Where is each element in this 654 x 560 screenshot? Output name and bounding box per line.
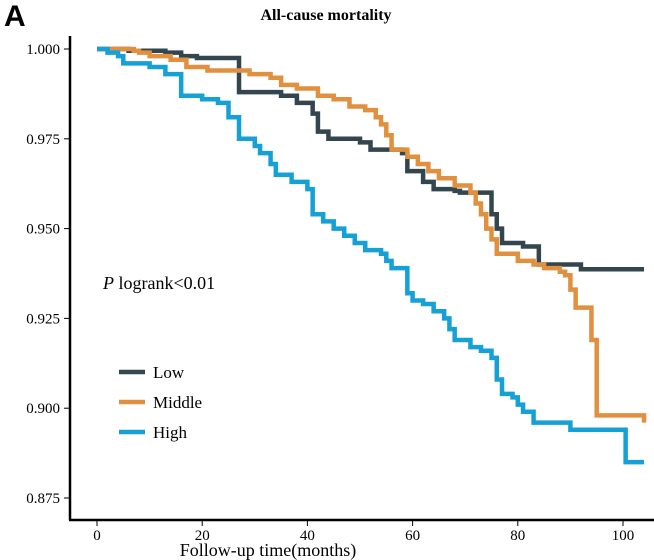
y-tick-label: 0.950 — [26, 222, 60, 238]
chart-title: All-cause mortality — [260, 7, 391, 24]
survival-curve-middle — [97, 46, 647, 423]
panel-label: A — [4, 0, 26, 33]
x-tick-label: 0 — [93, 528, 101, 544]
y-tick-label: 0.975 — [26, 132, 60, 148]
logrank-annotation: P logrank<0.01 — [102, 273, 215, 293]
legend-label-low: Low — [153, 363, 185, 382]
logrank-text: logrank<0.01 — [114, 273, 215, 293]
survival-curve-low — [97, 46, 645, 272]
p-symbol: P — [102, 273, 114, 293]
y-tick-label: 0.900 — [26, 401, 60, 417]
x-tick-label: 60 — [405, 528, 420, 544]
legend-label-high: High — [153, 423, 188, 442]
x-tick-label: 80 — [510, 528, 525, 544]
x-tick-label: 40 — [300, 528, 315, 544]
x-tick-label: 20 — [195, 528, 210, 544]
y-tick-label: 0.925 — [26, 311, 60, 327]
y-tick-label: 0.875 — [26, 491, 60, 507]
x-axis-label: Follow-up time(months) — [180, 540, 357, 560]
legend-label-middle: Middle — [153, 393, 202, 412]
survival-curve-high — [97, 46, 645, 465]
x-tick-label: 100 — [612, 528, 635, 544]
y-tick-label: 1.000 — [26, 42, 60, 58]
